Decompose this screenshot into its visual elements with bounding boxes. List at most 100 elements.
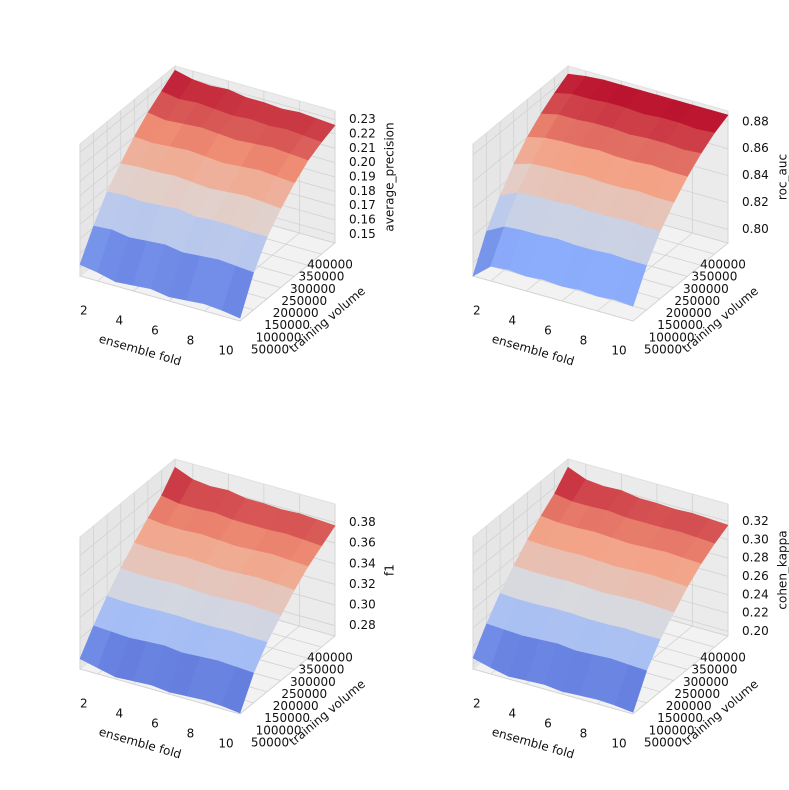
grid-line (174, 74, 336, 120)
z-tick-label: 0.32 (742, 514, 769, 528)
x-tick-label: 2 (473, 304, 481, 318)
y-tick-label: 300000 (683, 675, 729, 689)
z-tick-label: 0.86 (742, 141, 769, 155)
grid-line (79, 477, 176, 556)
z-tick-label: 0.17 (349, 198, 376, 212)
y-tick-label: 50000 (644, 736, 682, 750)
x-axis-label: ensemble fold (97, 725, 183, 762)
z-tick-label: 0.22 (742, 606, 769, 620)
grid-line (632, 635, 729, 715)
x-axis-label: ensemble fold (490, 332, 576, 369)
x-tick-label: 2 (80, 697, 88, 711)
y-tick-label: 250000 (281, 687, 327, 701)
y-tick-label: 200000 (273, 699, 319, 713)
x-tick-label: 4 (116, 707, 124, 721)
y-tick-label: 200000 (273, 306, 319, 320)
z-tick-label: 0.30 (349, 598, 376, 612)
x-tick-label: 4 (116, 314, 124, 328)
y-tick-label: 400000 (307, 258, 353, 272)
y-tick-label: 350000 (692, 270, 738, 284)
z-tick-label: 0.38 (349, 515, 376, 529)
x-tick-label: 8 (187, 334, 195, 348)
surface-face (614, 260, 647, 307)
y-tick-label: 100000 (649, 330, 695, 344)
z-tick-label: 0.84 (742, 168, 769, 182)
y-tick-label: 100000 (256, 723, 302, 737)
z-tick-label: 0.15 (349, 227, 376, 241)
y-tick-label: 50000 (251, 343, 289, 357)
surface-face (221, 666, 254, 714)
y-tick-label: 50000 (644, 343, 682, 357)
y-tick-label: 400000 (700, 651, 746, 665)
x-tick-label: 6 (151, 324, 159, 338)
z-axis-label: average_precision (383, 122, 397, 231)
x-tick-label: 4 (509, 707, 517, 721)
grid-line (239, 635, 336, 715)
z-tick-label: 0.82 (742, 195, 769, 209)
x-axis-label: ensemble fold (490, 725, 576, 762)
z-tick-label: 0.88 (742, 114, 769, 128)
x-tick-label: 4 (509, 314, 517, 328)
x-tick-label: 6 (151, 717, 159, 731)
y-tick-label: 200000 (666, 699, 712, 713)
z-tick-label: 0.28 (742, 551, 769, 565)
z-tick-label: 0.20 (742, 624, 769, 638)
z-axis-label: roc_auc (776, 154, 789, 200)
z-tick-label: 0.26 (742, 569, 769, 583)
y-tick-label: 400000 (700, 258, 746, 272)
surface-face (614, 664, 647, 713)
grid-line (472, 668, 634, 715)
z-tick-label: 0.80 (742, 222, 769, 236)
grid-line (632, 242, 729, 322)
x-tick-label: 8 (580, 334, 588, 348)
y-tick-label: 250000 (674, 687, 720, 701)
z-tick-label: 0.19 (349, 170, 376, 184)
grid-line (79, 668, 241, 715)
grid-line (79, 74, 176, 153)
x-tick-label: 10 (218, 344, 233, 358)
y-tick-label: 350000 (692, 663, 738, 677)
z-axis-label: cohen_kappa (776, 530, 789, 609)
y-tick-label: 100000 (256, 330, 302, 344)
z-tick-label: 0.36 (349, 536, 376, 550)
y-tick-label: 300000 (290, 675, 336, 689)
z-tick-label: 0.34 (349, 556, 376, 570)
y-tick-label: 200000 (666, 306, 712, 320)
x-tick-label: 6 (544, 324, 552, 338)
y-tick-label: 150000 (264, 711, 310, 725)
x-tick-label: 6 (544, 717, 552, 731)
y-tick-label: 150000 (657, 711, 703, 725)
y-tick-label: 300000 (290, 282, 336, 296)
x-tick-label: 8 (580, 727, 588, 741)
z-axis-label: f1 (383, 564, 397, 576)
z-tick-label: 0.24 (742, 587, 769, 601)
z-tick-label: 0.32 (349, 577, 376, 591)
x-tick-label: 10 (218, 737, 233, 751)
z-tick-label: 0.22 (349, 126, 376, 140)
y-tick-label: 150000 (657, 318, 703, 332)
y-tick-label: 100000 (649, 723, 695, 737)
surface-face (221, 265, 254, 319)
z-tick-label: 0.16 (349, 213, 376, 227)
grid-line (239, 242, 336, 322)
z-tick-label: 0.21 (349, 141, 376, 155)
x-tick-label: 10 (611, 737, 626, 751)
y-tick-label: 350000 (299, 270, 345, 284)
x-tick-label: 8 (187, 727, 195, 741)
x-tick-label: 2 (80, 304, 88, 318)
z-tick-label: 0.20 (349, 155, 376, 169)
y-tick-label: 150000 (264, 318, 310, 332)
y-tick-label: 350000 (299, 663, 345, 677)
grid-line (79, 275, 241, 322)
grid-line (472, 476, 569, 555)
y-tick-label: 300000 (683, 282, 729, 296)
y-tick-label: 250000 (674, 294, 720, 308)
y-tick-label: 250000 (281, 294, 327, 308)
z-tick-label: 0.28 (349, 618, 376, 632)
x-axis-label: ensemble fold (97, 332, 183, 369)
z-tick-label: 0.18 (349, 184, 376, 198)
grid-line (472, 275, 634, 322)
y-tick-label: 400000 (307, 651, 353, 665)
